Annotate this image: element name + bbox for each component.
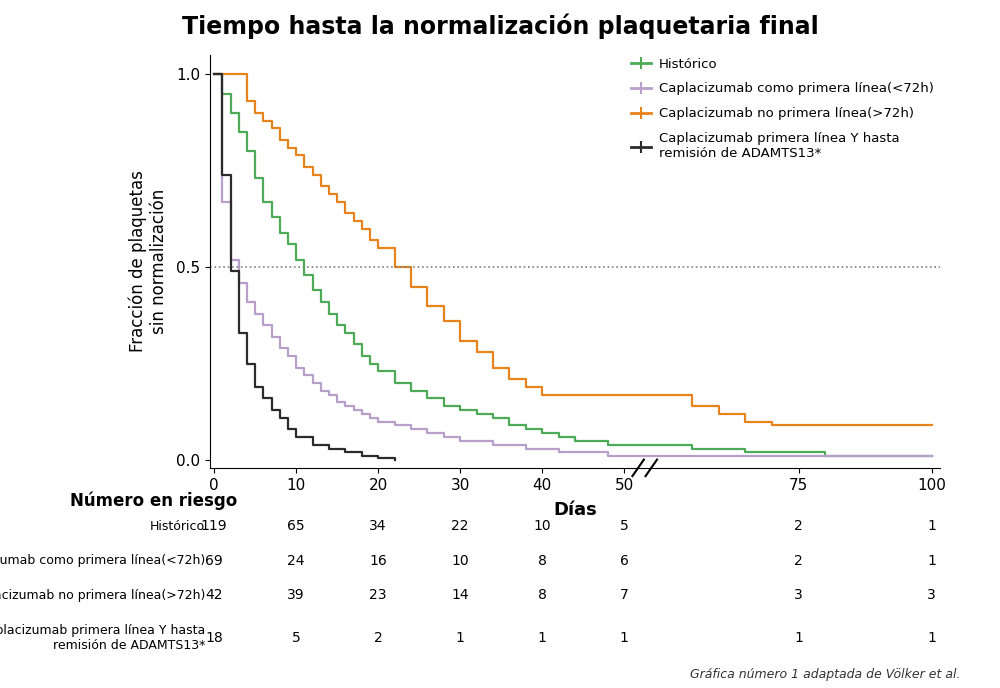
Text: 14: 14 [451,588,469,602]
Text: 18: 18 [205,632,223,645]
Text: Gráfica número 1 adaptada de Völker et al.: Gráfica número 1 adaptada de Völker et a… [690,668,960,681]
Text: 69: 69 [205,554,223,568]
Y-axis label: Fracción de plaquetas
sin normalización: Fracción de plaquetas sin normalización [129,171,168,352]
Text: 119: 119 [201,519,227,533]
Text: Número en riesgo: Número en riesgo [70,492,237,510]
Text: 42: 42 [205,588,223,602]
Text: 65: 65 [287,519,305,533]
Text: Histórico: Histórico [150,520,205,533]
Text: 3: 3 [927,588,936,602]
Text: 5: 5 [620,519,629,533]
Text: 39: 39 [287,588,305,602]
Text: 5: 5 [292,632,300,645]
Text: 8: 8 [538,554,547,568]
Text: 8: 8 [538,588,547,602]
Text: 1: 1 [927,519,936,533]
X-axis label: Días: Días [553,501,597,519]
Text: 24: 24 [287,554,305,568]
Text: 2: 2 [374,632,383,645]
Text: 1: 1 [927,632,936,645]
Text: Tiempo hasta la normalización plaquetaria final: Tiempo hasta la normalización plaquetari… [182,14,818,39]
Text: Caplacizumab como primera línea(<72h): Caplacizumab como primera línea(<72h) [0,555,205,567]
Text: 10: 10 [451,554,469,568]
Text: 1: 1 [538,632,547,645]
Text: 16: 16 [369,554,387,568]
Text: Caplacizumab primera línea Y hasta
remisión de ADAMTS13*: Caplacizumab primera línea Y hasta remis… [0,625,205,652]
Text: 1: 1 [620,632,629,645]
Text: 1: 1 [456,632,465,645]
Text: 22: 22 [451,519,469,533]
Text: 23: 23 [369,588,387,602]
Text: 2: 2 [794,519,803,533]
Text: 10: 10 [533,519,551,533]
Text: 6: 6 [620,554,629,568]
Text: 34: 34 [369,519,387,533]
Legend: Histórico, Caplacizumab como primera línea(<72h), Caplacizumab no primera línea(: Histórico, Caplacizumab como primera lín… [631,58,933,160]
Text: 1: 1 [794,632,803,645]
Text: 3: 3 [794,588,803,602]
Text: Caplacizumab no primera línea(>72h): Caplacizumab no primera línea(>72h) [0,589,205,601]
Text: 1: 1 [927,554,936,568]
Text: 7: 7 [620,588,629,602]
Text: 2: 2 [794,554,803,568]
